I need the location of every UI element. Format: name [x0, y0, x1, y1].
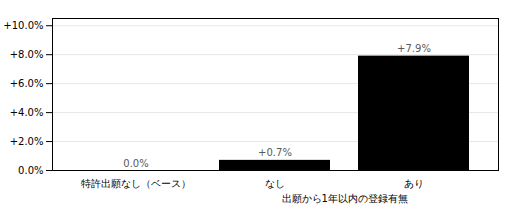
svg-text:出願から1年以内の登録有無: 出願から1年以内の登録有無: [282, 193, 408, 204]
svg-text:+7.9%: +7.9%: [397, 43, 431, 54]
svg-text:なし: なし: [265, 178, 285, 189]
svg-text:+8.0%: +8.0%: [10, 49, 44, 60]
svg-text:0.0%: 0.0%: [123, 158, 148, 169]
svg-text:0.0%: 0.0%: [18, 165, 43, 176]
svg-text:特許出願なし（ベース）: 特許出願なし（ベース）: [81, 178, 191, 189]
svg-text:+4.0%: +4.0%: [10, 107, 44, 118]
svg-text:あり: あり: [404, 178, 424, 189]
svg-text:+6.0%: +6.0%: [10, 78, 44, 89]
svg-text:+10.0%: +10.0%: [3, 20, 43, 31]
svg-text:+0.7%: +0.7%: [258, 147, 292, 158]
svg-text:+2.0%: +2.0%: [10, 136, 44, 147]
